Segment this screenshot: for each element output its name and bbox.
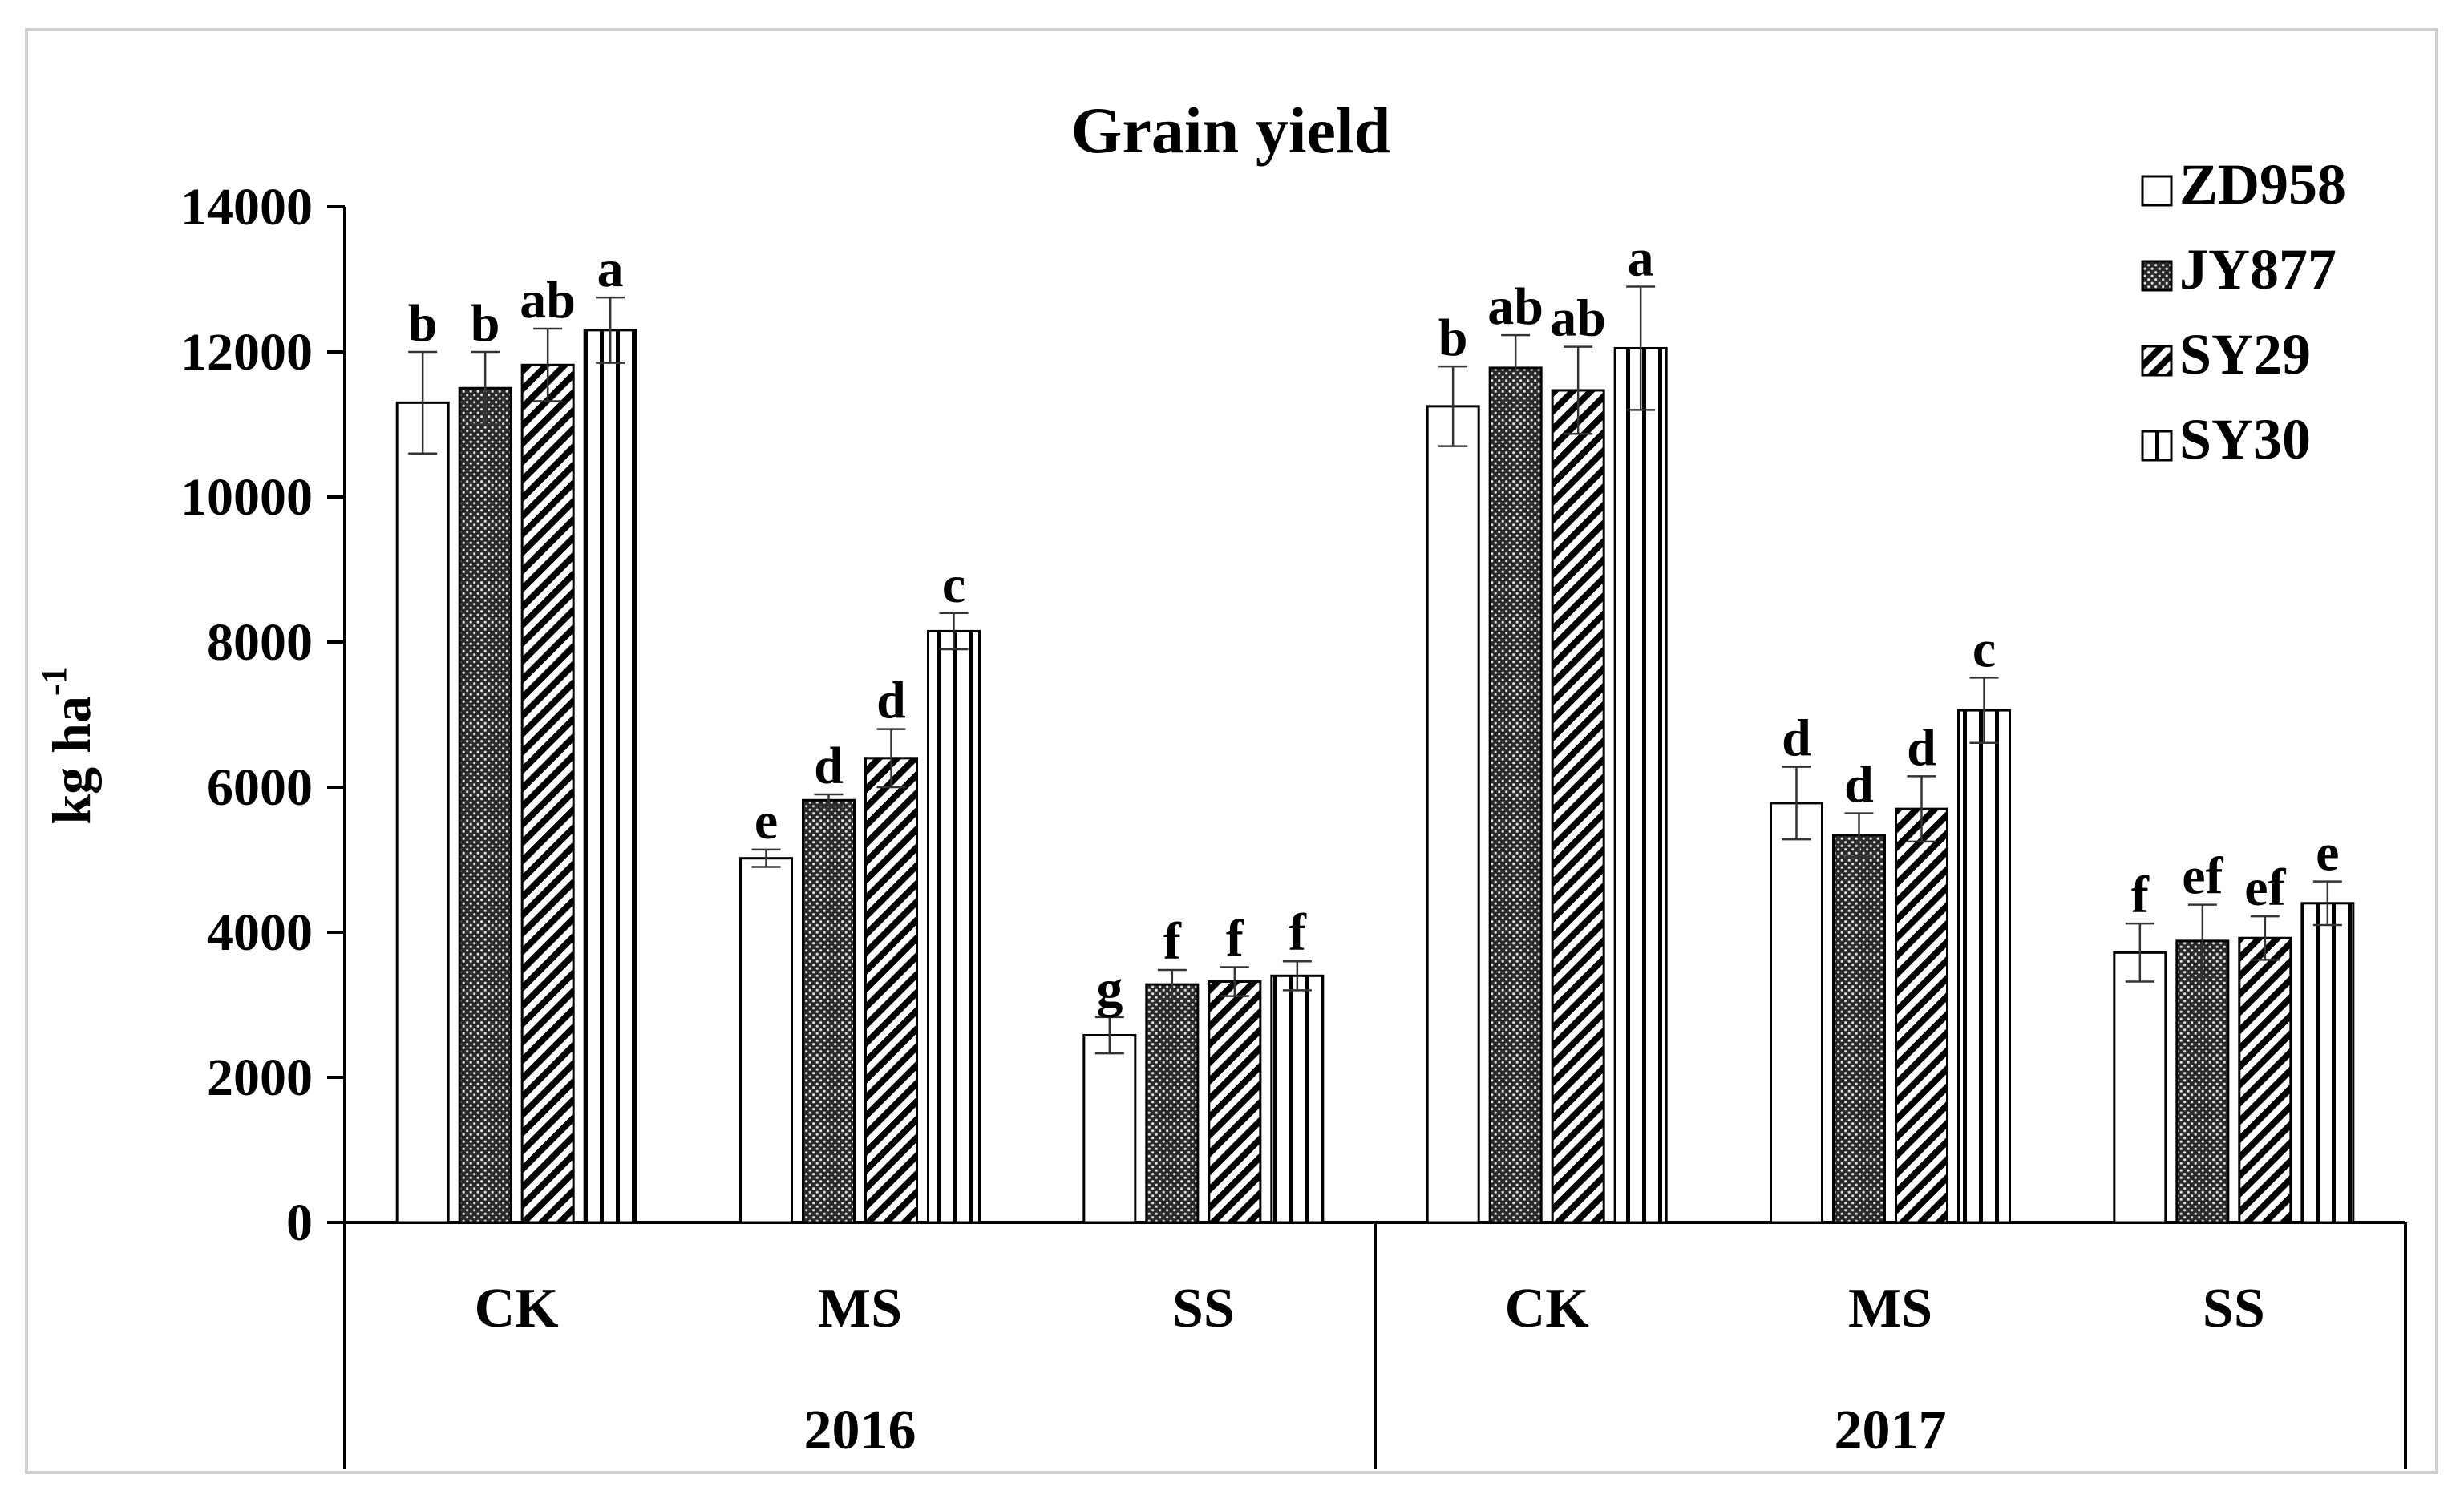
significance-letter: b bbox=[408, 294, 438, 353]
bar-SY30 bbox=[1957, 709, 2011, 1224]
significance-letter: c bbox=[1972, 620, 1996, 678]
x-year-label: 2017 bbox=[1835, 1400, 1947, 1461]
bar-SY30 bbox=[1613, 346, 1668, 1224]
x-category-label: SS bbox=[1172, 1278, 1235, 1339]
bar-ZD958 bbox=[1770, 802, 1823, 1224]
bar-SY29 bbox=[864, 757, 918, 1224]
significance-letter: a bbox=[1628, 229, 1654, 288]
legend-label: JY877 bbox=[2179, 237, 2337, 301]
bar-JY877 bbox=[802, 798, 856, 1224]
significance-letter: b bbox=[471, 294, 500, 353]
significance-letter: g bbox=[1096, 960, 1123, 1018]
bar-ZD958 bbox=[395, 401, 450, 1224]
x-category-label: MS bbox=[818, 1278, 902, 1339]
significance-letter: ef bbox=[2244, 859, 2286, 917]
significance-letter: d bbox=[814, 737, 844, 795]
significance-letter: b bbox=[1438, 309, 1468, 367]
bar-SY29 bbox=[1895, 807, 1948, 1224]
bar-ZD958 bbox=[1082, 1034, 1137, 1224]
bar-SY30 bbox=[927, 629, 981, 1224]
y-tick-label: 14000 bbox=[180, 178, 313, 236]
y-tick-label: 8000 bbox=[207, 613, 313, 672]
significance-letter: ab bbox=[1487, 277, 1544, 336]
significance-letter: ef bbox=[2182, 847, 2223, 906]
bar-JY877 bbox=[1832, 834, 1886, 1224]
significance-letter: f bbox=[1163, 912, 1182, 971]
bar-JY877 bbox=[2175, 939, 2230, 1224]
legend-label: SY29 bbox=[2179, 322, 2311, 386]
significance-letter: d bbox=[1844, 756, 1874, 814]
significance-letter: ab bbox=[520, 271, 576, 329]
bar-JY877 bbox=[1488, 366, 1543, 1224]
x-category-label: MS bbox=[1848, 1278, 1932, 1339]
significance-letter: f bbox=[1226, 909, 1244, 968]
y-axis-label: kg ha-1 bbox=[34, 666, 102, 824]
bar-SY30 bbox=[1270, 974, 1325, 1224]
x-category-label: CK bbox=[1505, 1278, 1589, 1339]
bar-JY877 bbox=[458, 386, 512, 1224]
y-axis: 0 2000 4000 6000 8000 10000 12000 14000 bbox=[180, 178, 346, 1252]
significance-letter: f bbox=[1289, 903, 1307, 962]
x-category-label: CK bbox=[475, 1278, 559, 1339]
bar-SY29 bbox=[1551, 389, 1605, 1224]
legend: ZD958 JY877 SY29 SY30 bbox=[2141, 152, 2346, 471]
y-tick-label: 12000 bbox=[180, 323, 313, 382]
bar-SY29 bbox=[2238, 936, 2292, 1224]
x-category-label: SS bbox=[2203, 1278, 2265, 1339]
bar-SY30 bbox=[583, 329, 637, 1224]
significance-letter: a bbox=[597, 240, 624, 298]
y-tick-label: 6000 bbox=[207, 758, 313, 817]
y-tick-label: 4000 bbox=[207, 903, 313, 962]
significance-letter: f bbox=[2131, 866, 2150, 924]
significance-letter: c bbox=[942, 556, 965, 614]
significance-letter: d bbox=[876, 672, 906, 730]
chart-title: Grain yield bbox=[1071, 94, 1391, 167]
bar-JY877 bbox=[1145, 983, 1200, 1224]
bar-SY29 bbox=[520, 363, 575, 1224]
significance-letter: ab bbox=[1550, 289, 1606, 348]
legend-swatch-ZD958 bbox=[2141, 175, 2173, 207]
x-year-label: 2016 bbox=[804, 1400, 916, 1461]
legend-swatch-SY29 bbox=[2141, 345, 2173, 377]
y-tick-label: 2000 bbox=[207, 1048, 313, 1107]
significance-letter: e bbox=[755, 792, 778, 850]
significance-letter: e bbox=[2316, 824, 2339, 883]
bar-SY30 bbox=[2300, 902, 2355, 1224]
bar-ZD958 bbox=[739, 857, 793, 1224]
bar-SY29 bbox=[1208, 980, 1262, 1224]
bar-ZD958 bbox=[2113, 951, 2167, 1224]
significance-letter: d bbox=[1907, 718, 1936, 777]
chart-frame bbox=[25, 28, 2438, 1474]
legend-label: SY30 bbox=[2179, 407, 2311, 471]
legend-label: ZD958 bbox=[2179, 152, 2346, 216]
legend-swatch-SY30 bbox=[2141, 430, 2173, 462]
y-tick-label: 10000 bbox=[180, 468, 313, 527]
bar-ZD958 bbox=[1426, 405, 1480, 1224]
y-tick-label: 0 bbox=[286, 1194, 313, 1252]
significance-letter: d bbox=[1782, 709, 1811, 768]
legend-swatch-JY877 bbox=[2141, 260, 2173, 292]
x-axis: CK MS SS CK MS SS 2016 2017 bbox=[343, 1221, 2407, 1469]
